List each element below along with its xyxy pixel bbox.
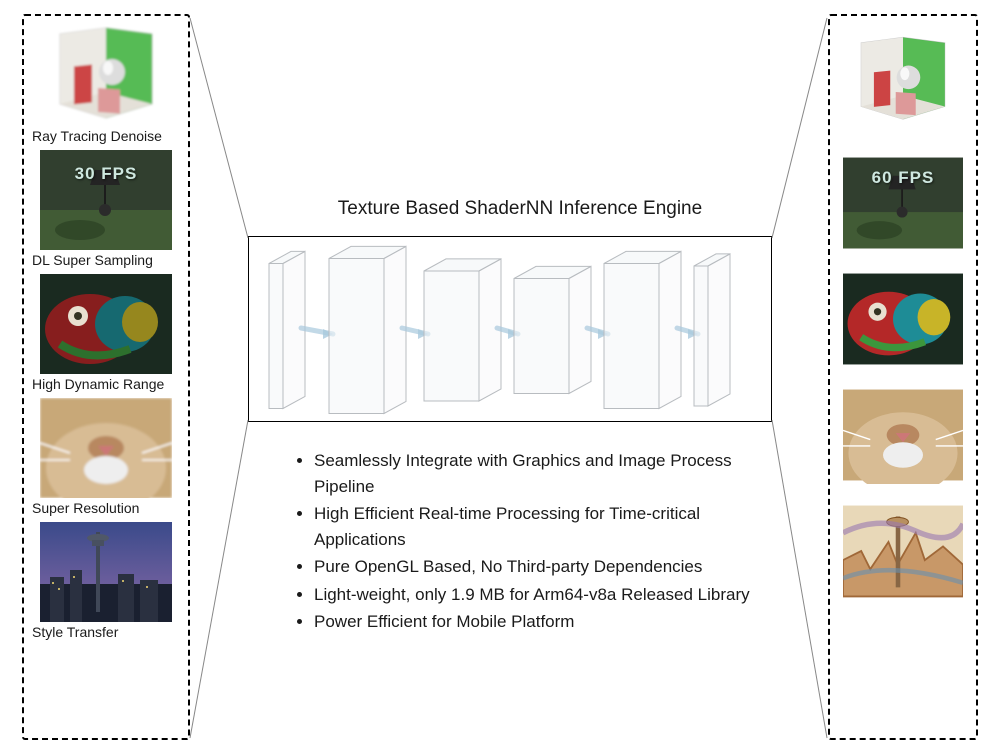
caption-style-transfer: Style Transfer bbox=[30, 624, 182, 646]
input-column: Ray Tracing Denoise 30 FPS DL Super Samp… bbox=[22, 14, 190, 740]
thumb-out-style-transfer bbox=[843, 502, 963, 600]
caption-dlss: DL Super Sampling bbox=[30, 252, 182, 274]
thumb-super-res bbox=[40, 398, 172, 498]
thumb-dlss: 30 FPS bbox=[40, 150, 172, 250]
thumb-hdr bbox=[40, 274, 172, 374]
thumb-out-super-res bbox=[843, 386, 963, 484]
feature-item: Light-weight, only 1.9 MB for Arm64-v8a … bbox=[314, 582, 758, 608]
feature-item: High Efficient Real-time Processing for … bbox=[314, 501, 758, 552]
thumb-out-dlss: 60 FPS bbox=[843, 154, 963, 252]
caption-hdr: High Dynamic Range bbox=[30, 376, 182, 398]
feature-item: Pure OpenGL Based, No Third-party Depend… bbox=[314, 554, 758, 580]
feature-list: Seamlessly Integrate with Graphics and I… bbox=[288, 448, 758, 637]
caption-ray-tracing: Ray Tracing Denoise bbox=[30, 128, 182, 150]
caption-super-res: Super Resolution bbox=[30, 500, 182, 522]
output-column: 60 FPS bbox=[828, 14, 978, 740]
thumb-style-transfer bbox=[40, 522, 172, 622]
fps-label-output: 60 FPS bbox=[843, 168, 963, 188]
feature-item: Seamlessly Integrate with Graphics and I… bbox=[314, 448, 758, 499]
fps-label-input: 30 FPS bbox=[40, 164, 172, 184]
thumb-out-hdr bbox=[843, 270, 963, 368]
feature-item: Power Efficient for Mobile Platform bbox=[314, 609, 758, 635]
thumb-ray-tracing bbox=[40, 26, 172, 126]
engine-diagram bbox=[248, 236, 772, 422]
engine-title: Texture Based ShaderNN Inference Engine bbox=[260, 198, 780, 220]
thumb-out-ray-tracing bbox=[843, 26, 963, 136]
